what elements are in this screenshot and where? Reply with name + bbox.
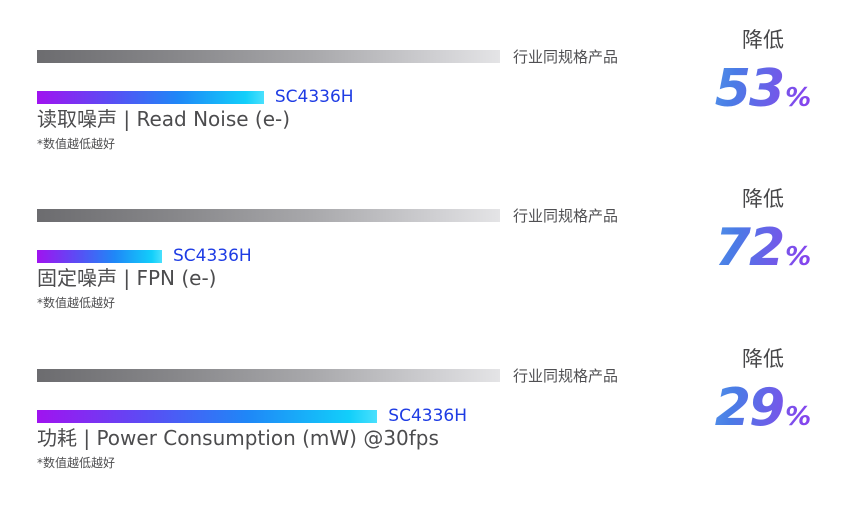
reduction-number: 53: [714, 59, 784, 119]
reduction-label: 降低: [742, 187, 784, 211]
percent-sign: %: [785, 83, 812, 113]
industry-bar: [37, 50, 500, 63]
metric-note: *数值越低越好: [37, 137, 116, 151]
metric-title: 读取噪声 | Read Noise (e-): [37, 107, 291, 131]
product-bar: [37, 409, 378, 423]
product-bar-row: SC4336H: [37, 246, 252, 266]
industry-bar-row: 行业同规格产品: [37, 365, 618, 386]
reduction-stat-power: 降低 29%: [698, 346, 828, 434]
metric-title: 功耗 | Power Consumption (mW) @30fps: [37, 426, 439, 450]
metric-note: *数值越低越好: [37, 296, 116, 310]
metric-group-power: 行业同规格产品 SC4336H 功耗 | Power Consumption (…: [37, 365, 687, 495]
product-bar: [37, 90, 264, 104]
metric-title: 固定噪声 | FPN (e-): [37, 266, 217, 290]
reduction-value: 72%: [698, 222, 828, 274]
metric-group-read-noise: 行业同规格产品 SC4336H 读取噪声 | Read Noise (e-) *…: [37, 46, 687, 176]
percent-sign: %: [785, 402, 812, 432]
product-bar-label: SC4336H: [173, 246, 252, 266]
industry-bar-label: 行业同规格产品: [513, 48, 619, 66]
product-bar: [37, 249, 162, 263]
reduction-number: 72: [714, 218, 784, 278]
reduction-label: 降低: [742, 28, 784, 52]
metric-note: *数值越低越好: [37, 456, 116, 470]
reduction-number: 29: [714, 378, 784, 438]
industry-bar-label: 行业同规格产品: [513, 367, 619, 385]
product-bar-row: SC4336H: [37, 87, 354, 107]
metric-group-fpn: 行业同规格产品 SC4336H 固定噪声 | FPN (e-) *数值越低越好: [37, 205, 687, 335]
industry-bar-label: 行业同规格产品: [513, 207, 619, 225]
reduction-stat-fpn: 降低 72%: [698, 186, 828, 274]
reduction-label: 降低: [742, 347, 784, 371]
reduction-value: 29%: [698, 382, 828, 434]
product-bar-row: SC4336H: [37, 406, 467, 426]
reduction-value: 53%: [698, 63, 828, 115]
product-bar-label: SC4336H: [274, 87, 354, 107]
product-bar-label: SC4336H: [388, 406, 468, 426]
industry-bar: [37, 209, 500, 222]
percent-sign: %: [785, 242, 812, 272]
industry-bar-row: 行业同规格产品: [37, 46, 618, 67]
industry-bar: [37, 369, 500, 382]
reduction-stat-read-noise: 降低 53%: [698, 27, 828, 115]
industry-bar-row: 行业同规格产品: [37, 205, 618, 226]
